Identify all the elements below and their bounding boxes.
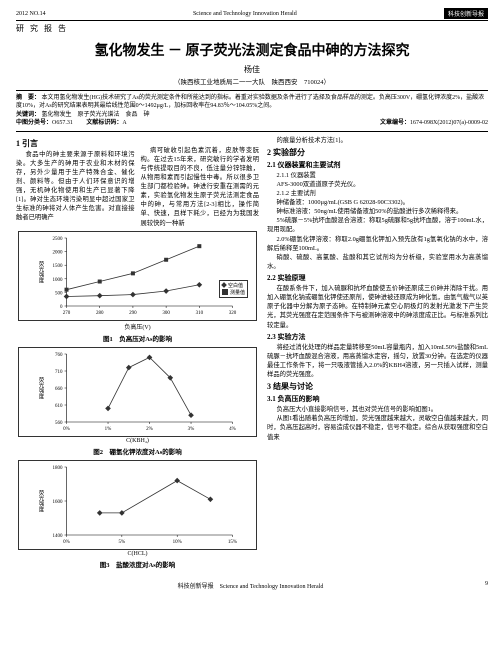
affiliation: （陕西核工业地质局二一一大队 陕西西安 710024） xyxy=(16,76,488,86)
svg-text:4%: 4% xyxy=(229,427,236,432)
section-2-1-title: 2.1 仪器装置和主要试剂 xyxy=(267,160,488,170)
intro-text: 食品中的砷主要来源于原料和环境污染。大多生产的砷用于农业和木材的保存，另外少量用… xyxy=(16,150,135,223)
journal-badge: 科技创新导报 xyxy=(444,8,488,19)
footer-journal: 科技创新导报 Science and Technology Innovation… xyxy=(178,581,324,590)
svg-text:荧光强度: 荧光强度 xyxy=(38,376,45,401)
report-label: 研 究 报 告 xyxy=(16,23,488,34)
section-3-1-title: 3.1 负高压的影响 xyxy=(267,394,488,404)
svg-text:0%: 0% xyxy=(63,540,70,545)
svg-text:300: 300 xyxy=(162,311,170,316)
doc-code: A xyxy=(122,120,126,126)
chart-3-xlabel: C(HCL) xyxy=(16,551,259,557)
svg-text:5%: 5% xyxy=(119,540,126,545)
intro-end: 的痕量分析技术方法[1]。 xyxy=(267,136,488,145)
footer: 科技创新导报 Science and Technology Innovation… xyxy=(16,579,488,590)
s31-text: 负高压大小直接影响信号，其也对荧光信号的影响如图1。从图1看出随着负高压的增加，… xyxy=(267,405,488,442)
svg-text:760: 760 xyxy=(55,353,63,358)
issue-date: 2012 NO.14 xyxy=(16,11,46,17)
doc-code-label: 文献标识码： xyxy=(86,120,122,126)
svg-text:0%: 0% xyxy=(63,427,70,432)
svg-text:1%: 1% xyxy=(105,427,112,432)
svg-text:2500: 2500 xyxy=(53,237,64,242)
chart-1: 0 500 1000 1500 2000 2500 270 280 290 300 310 320 荧光… xyxy=(18,231,257,321)
svg-text:3%: 3% xyxy=(188,427,195,432)
svg-text:500: 500 xyxy=(55,291,63,296)
svg-text:1800: 1800 xyxy=(53,466,64,471)
svg-text:310: 310 xyxy=(196,311,204,316)
abstract-block: 摘 要： 本文用氢化物发生(HG)技术研究了As的荧光测定条件和所能达到的指标。… xyxy=(16,90,488,132)
abstract-label: 摘 要： xyxy=(16,95,40,101)
article-id-label: 文章编号： xyxy=(380,120,410,126)
svg-text:2000: 2000 xyxy=(53,250,64,255)
svg-text:660: 660 xyxy=(55,387,63,392)
svg-text:710: 710 xyxy=(55,370,63,375)
abstract-text: 本文用氢化物发生(HG)技术研究了As的荧光测定条件和所能达到的指标。着重对实验… xyxy=(16,95,484,109)
clc-label: 中图分类号： xyxy=(16,120,52,126)
clc: O657.31 xyxy=(52,120,73,126)
s22-text: 在酸系条件下，加入硫脲和抗坏血酸使五价砷还原成三价砷并消除干扰。用加入硼氢化钠或… xyxy=(267,284,488,330)
svg-text:10%: 10% xyxy=(173,540,182,545)
section-2-2-title: 2.2 实验原理 xyxy=(267,273,488,283)
section-3-title: 3 结果与讨论 xyxy=(267,381,488,392)
svg-text:1500: 1500 xyxy=(53,264,64,269)
article-id: 1674-098X(2012)07(a)-0009-02 xyxy=(410,120,488,126)
svg-text:荧光强度: 荧光强度 xyxy=(38,489,45,513)
chart-1-xlabel: 负高压(V) xyxy=(16,322,259,331)
chart-1-legend: 空白值 测量值 xyxy=(219,280,248,298)
section-2-title: 2 实验部分 xyxy=(267,147,488,158)
chart-3-caption: 图3 盐酸浓度对As的影响 xyxy=(16,559,259,569)
keywords: 氢化物发生 原子荧光光谱法 食品 砷 xyxy=(42,112,150,118)
section-1-title: 1 引言 xyxy=(16,138,135,149)
chart-1-caption: 图1 负高压对As的影响 xyxy=(16,333,259,343)
svg-text:1400: 1400 xyxy=(53,534,64,539)
section-2-3-title: 2.3 实验方法 xyxy=(267,332,488,342)
page-number: 9 xyxy=(485,581,488,590)
chart-2-xlabel: C(KBH₄) xyxy=(16,438,259,444)
svg-text:1000: 1000 xyxy=(53,277,64,282)
keywords-label: 关键词： xyxy=(16,112,40,118)
svg-text:0: 0 xyxy=(60,305,63,310)
chart-2-caption: 图2 硼氢化钾浓度对As的影响 xyxy=(16,446,259,456)
svg-text:290: 290 xyxy=(129,311,137,316)
intro-text-2: 病可破收引起色素沉着，皮肤等变朊构。在过去15年来，研究敏行的学者发明与传统提取… xyxy=(141,146,260,228)
svg-text:2%: 2% xyxy=(146,427,153,432)
svg-text:560: 560 xyxy=(55,421,63,426)
chart-3: 1400 1600 1800 0% 5% 10% 15% 荧光强度 xyxy=(18,460,257,550)
s211: 2.1.1 仪器装置AFS-3000双道道原子荧光仪。 xyxy=(267,171,488,189)
svg-text:15%: 15% xyxy=(228,540,237,545)
chart-2: 560 610 660 710 760 0% 1% 2% 3% 4% 荧光强度 xyxy=(18,347,257,437)
s23-text: 将经过消化处理的样品定量转移至50mL容量瓶内，加入10mL50%盐酸和5mL硫… xyxy=(267,343,488,380)
journal-en: Science and Technology Innovation Herald xyxy=(193,11,297,17)
page-title: 氢化物发生 － 原子荧光法测定食品中砷的方法探究 xyxy=(16,40,488,60)
svg-text:1600: 1600 xyxy=(53,500,64,505)
svg-text:320: 320 xyxy=(229,311,237,316)
header-bar: 2012 NO.14 Science and Technology Innova… xyxy=(16,8,488,21)
svg-text:荧光强度: 荧光强度 xyxy=(38,260,45,285)
svg-text:270: 270 xyxy=(63,311,71,316)
s212: 2.1.2 主要试剂 砷储备液：1000μg/mL(GSB G 62028-90… xyxy=(267,189,488,271)
svg-text:610: 610 xyxy=(55,404,63,409)
author: 杨佳 xyxy=(16,64,488,75)
svg-text:280: 280 xyxy=(96,311,104,316)
